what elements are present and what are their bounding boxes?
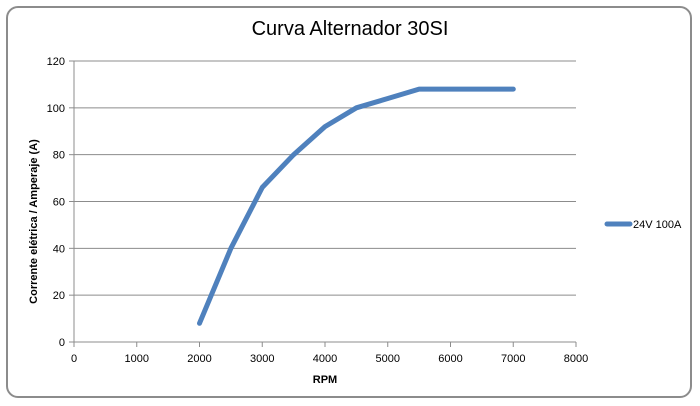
y-tick-labels: 0 20 40 60 80 100 120: [47, 56, 65, 349]
x-tick-label: 6000: [438, 353, 462, 365]
y-tick-label: 0: [59, 337, 65, 349]
y-tick-label: 20: [53, 290, 65, 302]
x-tick-label: 7000: [501, 353, 525, 365]
y-tick-label: 100: [47, 103, 65, 115]
y-tick-label: 60: [53, 197, 65, 209]
y-axis-title: Corrente elétrica / Amperaje (A): [28, 139, 40, 304]
x-tick-labels: 0 1000 2000 3000 4000 5000 6000 7000 8000: [71, 353, 588, 365]
x-tick-label: 4000: [313, 353, 337, 365]
x-tick-label: 3000: [250, 353, 274, 365]
axes: [69, 60, 577, 347]
y-tick-label: 120: [47, 56, 65, 68]
legend-label: 24V 100A: [633, 219, 682, 231]
series-line: [197, 86, 516, 326]
x-axis-title: RPM: [313, 374, 337, 386]
series-group: [197, 86, 516, 326]
x-tick-label: 8000: [564, 353, 588, 365]
gridlines: [74, 60, 576, 296]
y-tick-label: 80: [53, 150, 65, 162]
x-tick-label: 1000: [125, 353, 149, 365]
y-tick-label: 40: [53, 243, 65, 255]
x-tick-label: 5000: [376, 353, 400, 365]
x-tick-label: 0: [71, 353, 77, 365]
x-tick-label: 2000: [187, 353, 211, 365]
legend: 24V 100A: [604, 219, 682, 231]
chart-title: Curva Alternador 30SI: [251, 18, 449, 40]
